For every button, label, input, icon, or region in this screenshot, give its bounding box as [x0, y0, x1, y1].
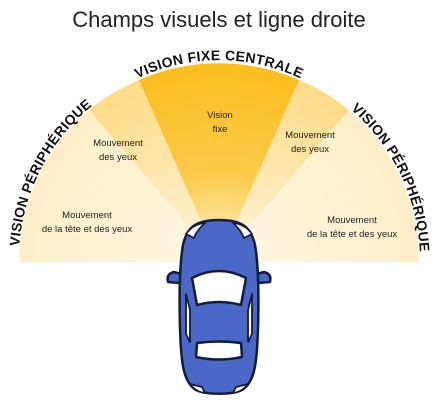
car-top-view: [166, 218, 272, 395]
zone-center-line1: Vision: [207, 110, 233, 121]
zone-left-head-line1: Mouvement: [62, 210, 112, 221]
right-headlight: [232, 222, 253, 239]
zone-left-eyes-line1: Mouvement: [93, 138, 143, 149]
right-side-window: [247, 293, 253, 343]
zone-right-head-line2: de la tête et des yeux: [307, 229, 398, 240]
windshield: [190, 269, 248, 307]
rear-window: [194, 340, 244, 361]
middle-left-sector: [89, 80, 219, 262]
left-taillight: [189, 383, 206, 394]
outer-right-sector: [219, 110, 419, 262]
zone-left-head-line2: de la tête et des yeux: [42, 224, 133, 235]
outer-left-sector: [19, 110, 219, 262]
left-side-window: [185, 293, 191, 343]
zone-center-line2: fixe: [213, 124, 228, 135]
zone-right-eyes-line2: des yeux: [291, 144, 329, 155]
zone-right-eyes-line1: Mouvement: [285, 130, 335, 141]
left-mirror: [166, 270, 183, 285]
zone-right-head-line1: Mouvement: [327, 215, 377, 226]
left-headlight: [185, 222, 206, 239]
right-mirror: [255, 270, 272, 285]
zone-left-eyes-line2: des yeux: [99, 152, 137, 163]
central-sector: [139, 63, 299, 263]
right-taillight: [232, 383, 249, 394]
car-body: [178, 218, 260, 395]
middle-right-sector: [219, 80, 349, 262]
diagram-title: Champs visuels et ligne droite: [72, 7, 365, 32]
